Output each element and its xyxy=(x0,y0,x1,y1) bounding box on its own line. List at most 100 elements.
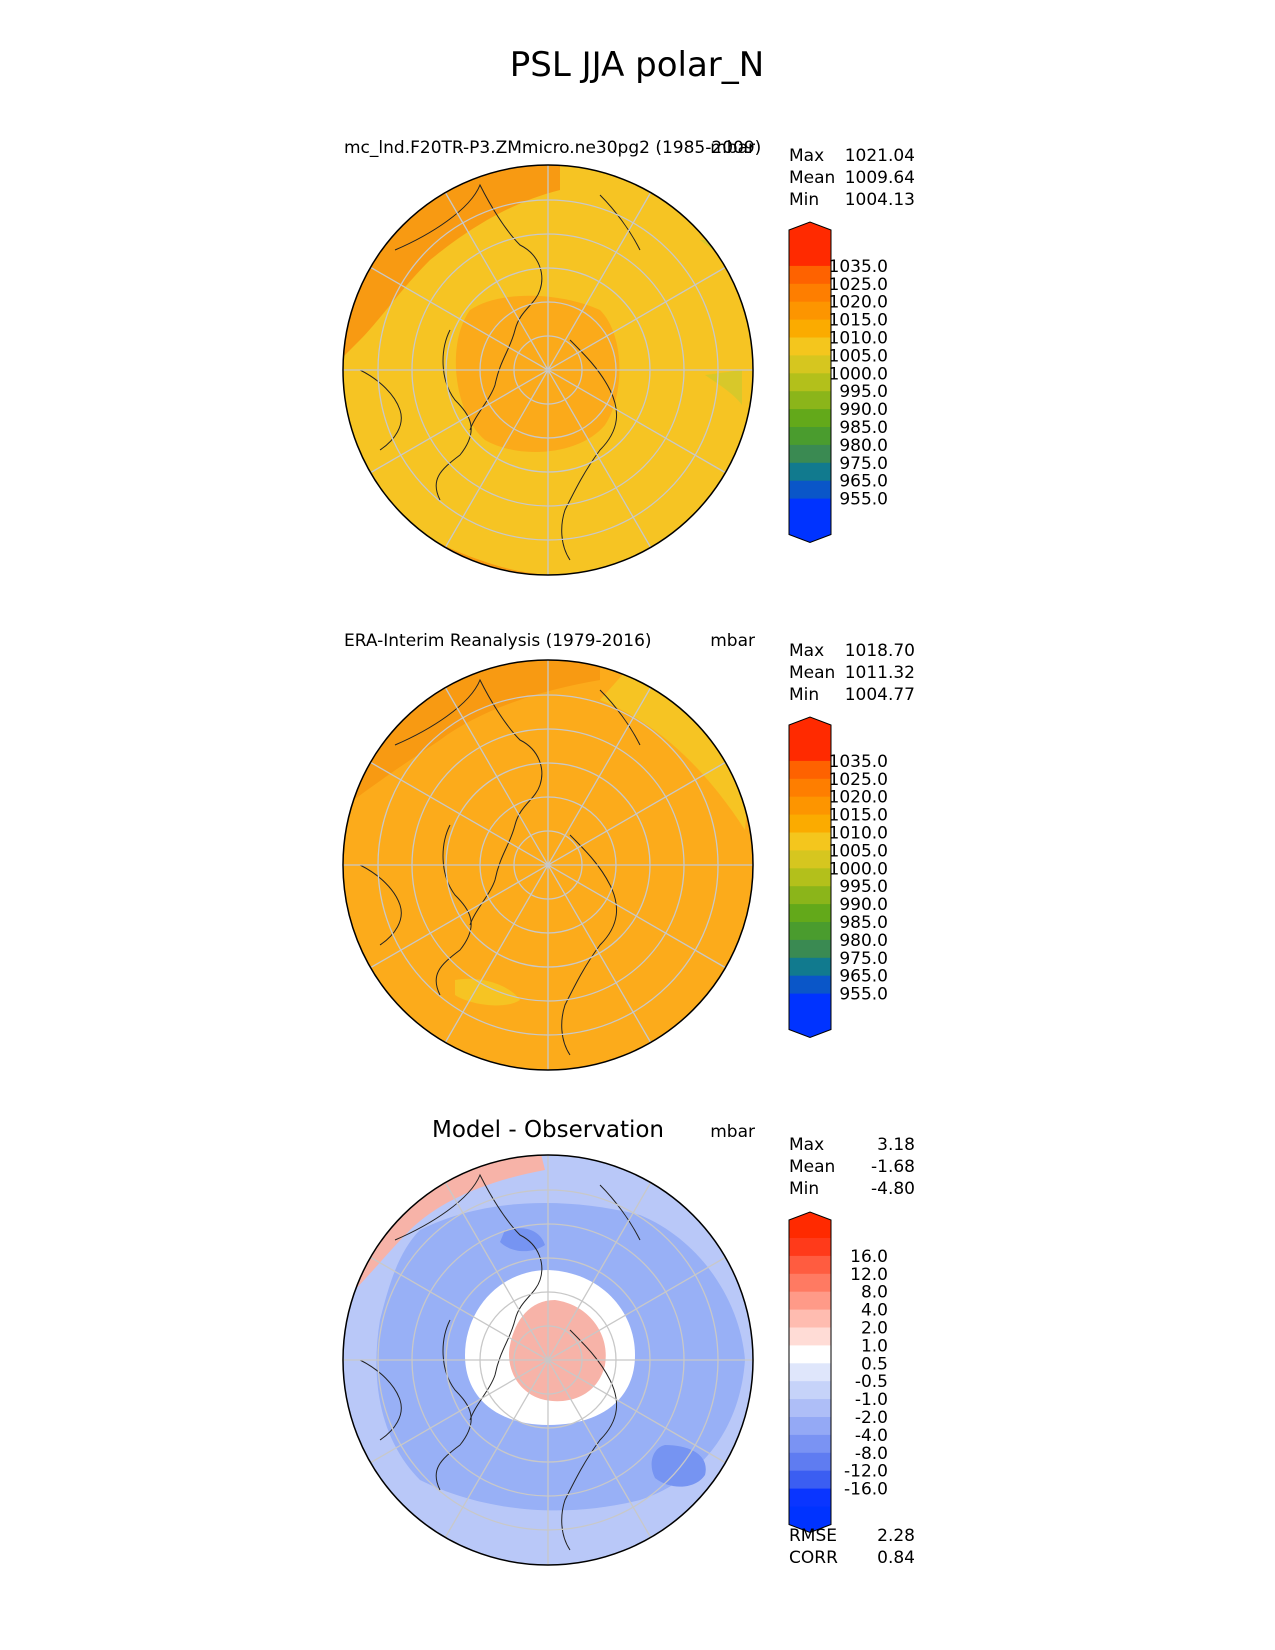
colorbar-difference-top-extension xyxy=(789,1212,831,1238)
colorbar-model-color-segment xyxy=(789,373,831,392)
colorbar-model-top-extension xyxy=(789,222,831,248)
colorbar-observation-color-segment xyxy=(789,832,831,851)
colorbar-difference-tick-label: -2.0 xyxy=(855,1408,888,1428)
colorbar-model-bottom-extension xyxy=(789,516,831,543)
colorbar-model-color-segment xyxy=(789,480,831,500)
panel-model: mc_lnd.F20TR-P3.ZMmicro.ne30pg2 (1985-20… xyxy=(342,138,915,576)
colorbar-difference-color-segment xyxy=(789,1488,831,1507)
colorbar-observation-tick-label: 990.0 xyxy=(839,895,888,915)
stat-max-value: 1018.70 xyxy=(845,641,915,661)
colorbar-difference-tick-label: -12.0 xyxy=(844,1462,888,1482)
graticule xyxy=(343,1155,753,1565)
colorbar-model-color-segment xyxy=(789,283,831,303)
colorbar-model-tick-label: 980.0 xyxy=(839,436,888,456)
stat-mean-value: 1009.64 xyxy=(845,168,915,188)
stat-max-label: Max xyxy=(789,146,824,166)
colorbar-difference-tick-label: 12.0 xyxy=(850,1265,888,1285)
coastlines xyxy=(359,183,641,561)
stat-max-value: 1021.04 xyxy=(845,146,915,166)
colorbar-observation-top-extension xyxy=(789,717,831,743)
colorbar-difference-color-segment xyxy=(789,1434,831,1454)
colorbar-observation-color-segment xyxy=(789,922,831,941)
colorbar-observation-tick-label: 980.0 xyxy=(839,931,888,951)
observation-map xyxy=(343,660,753,1070)
stat-min-label: Min xyxy=(789,1179,819,1199)
colorbar-difference-bottom-extension xyxy=(789,1506,831,1533)
corr-value: 0.84 xyxy=(877,1548,915,1568)
colorbar-difference-tick-label: 2.0 xyxy=(861,1319,888,1339)
colorbar-observation-tick-label: 1025.0 xyxy=(829,770,888,790)
colorbar-model-tick-label: 955.0 xyxy=(839,490,888,510)
colorbar-observation-tick-label: 955.0 xyxy=(839,985,888,1005)
coastlines xyxy=(359,678,641,1056)
panel-difference: Model - Observation mbar xyxy=(342,1117,915,1568)
colorbar-difference-color-segment xyxy=(789,1327,831,1346)
colorbar-model-color-segment xyxy=(789,301,831,321)
field-patch xyxy=(455,295,620,452)
colorbar-model-color-segment xyxy=(789,409,831,428)
colorbar-difference-tick-label: 8.0 xyxy=(861,1283,888,1303)
colorbar-observation-tick-label: 995.0 xyxy=(839,877,888,897)
colorbar-difference-tick-label: 4.0 xyxy=(861,1301,888,1321)
colorbar-model-tick-label: 965.0 xyxy=(839,472,888,492)
colorbar-observation-tick-label: 975.0 xyxy=(839,949,888,969)
colorbar-difference-tick-label: -1.0 xyxy=(855,1390,888,1410)
colorbar-difference-color-segment xyxy=(789,1345,831,1364)
colorbar-model-tick-label: 975.0 xyxy=(839,454,888,474)
colorbar-observation-color-segment xyxy=(789,760,831,780)
colorbar-model-color-segment xyxy=(789,427,831,446)
colorbar-model-tick-label: 1005.0 xyxy=(829,346,888,366)
colorbar-difference-color-segment xyxy=(789,1238,831,1257)
stat-mean-value: -1.68 xyxy=(871,1157,915,1177)
colorbar-difference-color-segment xyxy=(789,1452,831,1472)
panel-observation-units: mbar xyxy=(710,631,755,651)
colorbar-observation-color-segment xyxy=(789,904,831,923)
stat-mean-label: Mean xyxy=(789,663,835,683)
colorbar-observation-color-segment xyxy=(789,778,831,798)
map-outline xyxy=(342,659,754,1071)
colorbar-difference-tick-label: 1.0 xyxy=(861,1336,888,1356)
colorbar-difference-color-segment xyxy=(789,1255,831,1275)
colorbar-difference-color-segment xyxy=(789,1381,831,1400)
stat-mean-value: 1011.32 xyxy=(845,663,915,683)
colorbar-observation: 1035.01025.01020.01015.01010.01005.01000… xyxy=(788,716,888,1039)
colorbar-difference-tick-label: -0.5 xyxy=(855,1372,888,1392)
colorbar-difference-tick-label: -8.0 xyxy=(855,1444,888,1464)
colorbar-model: 1035.01025.01020.01015.01010.01005.01000… xyxy=(788,221,888,544)
colorbar-difference-color-segment xyxy=(789,1309,831,1328)
colorbar-difference-tick-label: 16.0 xyxy=(850,1247,888,1267)
panel-model-units: mbar xyxy=(710,138,755,158)
colorbar-difference-outline xyxy=(788,1211,832,1534)
stat-mean-label: Mean xyxy=(789,1157,835,1177)
colorbar-model-tick-label: 995.0 xyxy=(839,382,888,402)
colorbar-observation-color-segment xyxy=(789,886,831,905)
colorbar-difference-color-segment xyxy=(789,1363,831,1382)
colorbar-observation-tick-label: 1035.0 xyxy=(829,752,888,772)
colorbar-model-color-segment xyxy=(789,265,831,285)
colorbar-difference-color-segment xyxy=(789,1399,831,1418)
stat-max-label: Max xyxy=(789,641,824,661)
colorbar-model-color-segment xyxy=(789,391,831,410)
colorbar-model-tick-label: 1020.0 xyxy=(829,293,888,313)
colorbar-observation-color-segment xyxy=(789,796,831,816)
field-patch xyxy=(700,240,753,405)
colorbar-difference-tick-label: -4.0 xyxy=(855,1426,888,1446)
map-outline xyxy=(342,1154,754,1566)
colorbar-model-color-segment xyxy=(789,248,831,267)
stat-min-value: 1004.13 xyxy=(845,190,915,210)
colorbar-observation-color-segment xyxy=(789,957,831,977)
panel-difference-units: mbar xyxy=(710,1122,755,1142)
colorbar-observation-tick-label: 1005.0 xyxy=(829,841,888,861)
stat-max-value: 3.18 xyxy=(877,1135,915,1155)
stat-mean-label: Mean xyxy=(789,168,835,188)
colorbar-difference: 16.012.08.04.02.01.00.5-0.5-1.0-2.0-4.0-… xyxy=(788,1211,888,1534)
colorbar-model-color-segment xyxy=(789,498,831,517)
graticule xyxy=(343,660,753,1070)
figure-title: PSL JJA polar_N xyxy=(510,45,764,85)
difference-map xyxy=(343,1155,753,1565)
stat-min-value: -4.80 xyxy=(871,1179,915,1199)
panel-observation: ERA-Interim Reanalysis (1979-2016) mbar xyxy=(342,631,915,1071)
colorbar-observation-tick-label: 1000.0 xyxy=(829,859,888,879)
colorbar-observation-bottom-extension xyxy=(789,1011,831,1038)
